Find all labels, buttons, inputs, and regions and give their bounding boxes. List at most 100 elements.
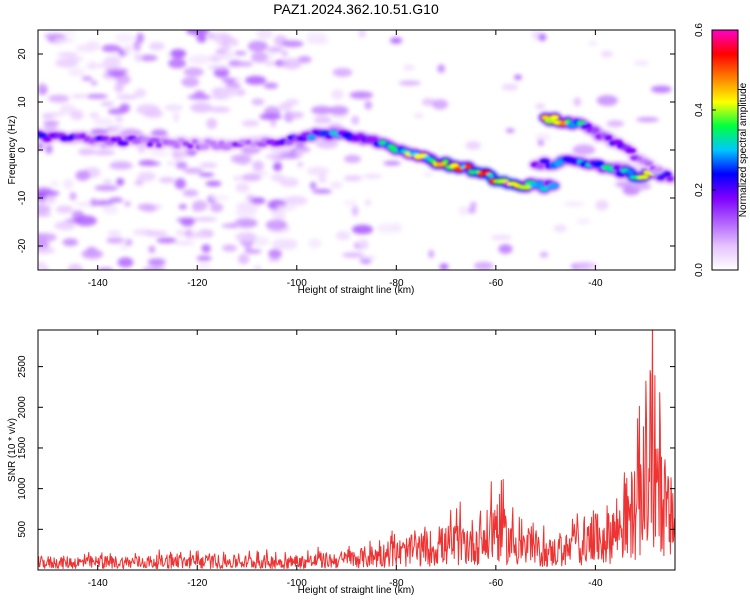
noise-blob xyxy=(92,200,114,206)
noise-blob xyxy=(329,181,343,189)
noise-blob xyxy=(259,113,282,120)
noise-blob xyxy=(241,120,260,127)
noise-blob xyxy=(133,52,143,63)
lower-track-blob xyxy=(536,163,544,169)
upper-track-blob xyxy=(644,160,653,167)
noise-blob xyxy=(357,238,369,249)
x-tick-label: -140 xyxy=(88,278,108,289)
noise-blob xyxy=(576,218,591,225)
noise-blob xyxy=(178,204,187,210)
noise-blob xyxy=(575,261,597,270)
noise-blob xyxy=(238,253,250,265)
noise-blob xyxy=(245,249,262,254)
noise-blob xyxy=(137,144,146,154)
noise-blob xyxy=(206,118,218,129)
noise-blob xyxy=(156,237,177,244)
snr-frame xyxy=(37,329,676,571)
noise-blob xyxy=(222,77,236,84)
noise-blob xyxy=(343,200,358,206)
noise-blob xyxy=(390,37,403,44)
y-tick-label: -20 xyxy=(17,238,28,253)
upper-track-blob xyxy=(604,135,613,141)
noise-blob xyxy=(180,219,195,227)
noise-blob xyxy=(390,222,403,233)
noise-blob xyxy=(54,37,77,43)
noise-blob xyxy=(114,33,134,43)
noise-blob xyxy=(196,33,207,43)
noise-blob xyxy=(102,57,121,69)
noise-blob xyxy=(636,117,659,122)
noise-blob xyxy=(297,161,304,168)
main-track-blob xyxy=(284,139,294,145)
x-tick-label: -60 xyxy=(489,578,504,589)
noise-blob xyxy=(38,233,48,244)
noise-blob xyxy=(164,104,183,111)
noise-blob xyxy=(70,109,84,121)
noise-blob xyxy=(90,198,97,207)
noise-blob xyxy=(109,197,124,203)
noise-blob xyxy=(306,166,330,176)
noise-blob xyxy=(38,246,55,254)
noise-blob xyxy=(90,80,98,86)
noise-blob xyxy=(250,197,266,205)
noise-blob xyxy=(273,161,282,172)
noise-blob xyxy=(501,83,519,91)
noise-blob xyxy=(109,161,133,170)
upper-track-blob xyxy=(591,127,599,133)
noise-blob xyxy=(183,67,204,77)
spectrogram-y-ticks: -20 -10 0 10 20 xyxy=(17,48,675,253)
noise-blob xyxy=(467,207,477,214)
noise-blob xyxy=(97,267,113,270)
noise-blob xyxy=(71,94,88,99)
upper-track-core xyxy=(540,114,663,173)
main-track-blob xyxy=(307,134,316,140)
noise-blob xyxy=(272,238,289,250)
noise-blob xyxy=(102,204,119,215)
noise-blob xyxy=(403,65,415,71)
noise-blob xyxy=(100,101,115,107)
noise-blob xyxy=(93,117,114,127)
upper-track-blob xyxy=(625,148,637,154)
noise-blob xyxy=(144,230,169,237)
noise-blob xyxy=(115,74,131,85)
noise-blob xyxy=(265,153,280,160)
noise-blob xyxy=(78,148,95,156)
noise-blob xyxy=(123,44,132,55)
main-track-blob xyxy=(115,136,122,142)
noise-blob xyxy=(234,51,247,56)
noise-blob xyxy=(186,30,210,36)
noise-blob xyxy=(281,49,288,58)
noise-blob xyxy=(89,112,100,119)
noise-blob xyxy=(470,202,477,208)
noise-blob xyxy=(117,257,134,268)
noise-blob xyxy=(38,261,47,270)
noise-blob xyxy=(498,244,513,254)
snr-x-axis-title: Height of straight line (km) xyxy=(298,585,415,596)
noise-blob xyxy=(458,205,469,216)
x-tick-label: -120 xyxy=(187,578,207,589)
noise-blob xyxy=(205,180,222,187)
noise-blob xyxy=(119,103,130,113)
snr-background xyxy=(38,330,675,570)
colorbar-tick-label: 0.2 xyxy=(694,183,705,197)
noise-blob xyxy=(650,85,672,94)
noise-blob xyxy=(181,77,200,88)
noise-blob xyxy=(42,121,60,125)
noise-blob xyxy=(235,231,258,243)
noise-blob xyxy=(264,61,275,66)
noise-blob xyxy=(351,224,374,235)
noise-blob xyxy=(351,205,359,217)
noise-blob xyxy=(142,267,166,270)
noise-blob xyxy=(183,167,204,174)
noise-blob xyxy=(285,195,308,206)
snr-panel: -140 -120 -100 -80 -60 -40 500 1000 1500 2000 250… xyxy=(7,329,676,596)
noise-blob xyxy=(535,133,552,141)
noise-blob xyxy=(572,144,596,156)
noise-blob xyxy=(268,248,282,259)
noise-blob xyxy=(331,89,344,100)
noise-blob xyxy=(600,50,614,58)
noise-blob xyxy=(45,144,53,154)
noise-blob xyxy=(267,46,283,53)
noise-blob xyxy=(148,245,156,254)
